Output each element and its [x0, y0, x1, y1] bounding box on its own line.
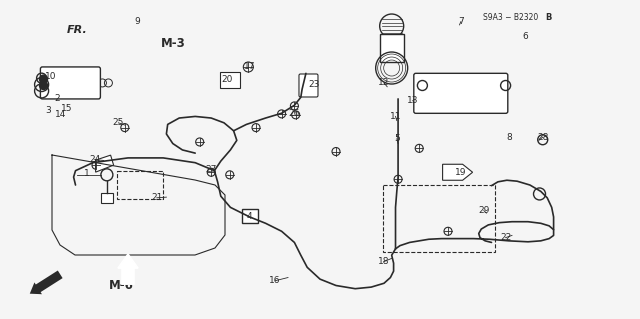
- Text: 17: 17: [244, 63, 255, 71]
- Text: 25: 25: [113, 118, 124, 127]
- Text: 14: 14: [55, 110, 67, 119]
- Circle shape: [40, 81, 47, 90]
- Text: FR.: FR.: [67, 25, 88, 35]
- Bar: [220, 72, 241, 88]
- Bar: [380, 34, 404, 62]
- Text: 16: 16: [269, 276, 281, 285]
- Text: B: B: [545, 13, 552, 22]
- Text: 5: 5: [394, 134, 399, 143]
- FancyBboxPatch shape: [414, 73, 508, 113]
- FancyBboxPatch shape: [299, 74, 318, 97]
- Text: 26: 26: [289, 109, 300, 118]
- Text: 2: 2: [55, 94, 60, 103]
- Polygon shape: [443, 164, 472, 180]
- Text: 23: 23: [308, 80, 319, 89]
- Text: 1: 1: [84, 169, 89, 178]
- Text: 27: 27: [205, 165, 217, 174]
- Text: S9A3 − B2320: S9A3 − B2320: [483, 13, 538, 22]
- Bar: [101, 193, 113, 203]
- Text: 15: 15: [61, 104, 73, 113]
- Text: M-6: M-6: [109, 279, 134, 292]
- Text: 21: 21: [151, 193, 163, 202]
- Text: 3: 3: [45, 106, 51, 115]
- Text: 11: 11: [390, 112, 401, 121]
- Text: 20: 20: [221, 75, 233, 84]
- Polygon shape: [95, 155, 114, 172]
- Text: 28: 28: [537, 133, 548, 142]
- Text: 18: 18: [378, 257, 390, 266]
- Text: 10: 10: [45, 72, 57, 81]
- Text: 29: 29: [478, 206, 490, 215]
- Bar: [383, 185, 495, 252]
- FancyBboxPatch shape: [40, 67, 100, 99]
- Text: 13: 13: [407, 96, 419, 105]
- Text: 6: 6: [522, 32, 527, 41]
- Text: 8: 8: [506, 133, 511, 142]
- Text: 19: 19: [455, 168, 467, 177]
- Bar: [242, 209, 258, 223]
- FancyArrow shape: [118, 254, 138, 284]
- Text: 12: 12: [378, 78, 390, 87]
- Bar: [117, 171, 163, 199]
- Text: 9: 9: [135, 17, 140, 26]
- Text: 7: 7: [458, 17, 463, 26]
- Text: M-3: M-3: [161, 37, 185, 49]
- FancyArrow shape: [30, 271, 63, 294]
- Circle shape: [40, 75, 47, 83]
- Text: 24: 24: [89, 155, 100, 164]
- Text: 22: 22: [500, 233, 511, 242]
- Text: 4: 4: [247, 212, 252, 221]
